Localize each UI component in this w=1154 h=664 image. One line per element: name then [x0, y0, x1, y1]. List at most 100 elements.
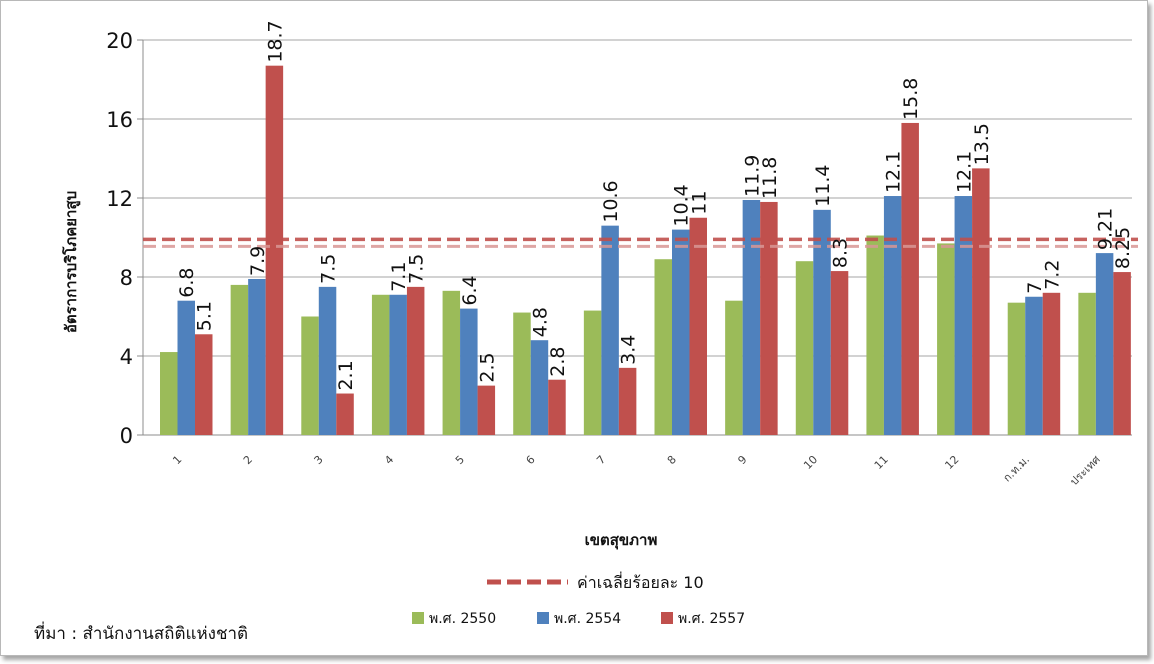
bar	[672, 229, 690, 435]
data-label: 11.4	[812, 165, 834, 207]
data-label: 2.8	[547, 346, 569, 376]
data-label: 3.4	[618, 335, 640, 365]
bar	[954, 196, 973, 435]
bar	[160, 352, 178, 435]
y-axis-ticks: 0 4 8 12 16 20	[106, 29, 133, 448]
data-label: 8.3	[830, 238, 852, 268]
bar	[460, 308, 478, 435]
bar	[406, 286, 425, 435]
x-tick-label: 12	[942, 453, 961, 472]
data-label: 11.9	[741, 155, 763, 197]
data-label: 8.25	[1112, 227, 1134, 269]
bar	[830, 271, 849, 435]
bar	[901, 122, 919, 435]
bar	[195, 334, 213, 435]
data-label: 12.1	[953, 151, 975, 193]
data-labels: 6.87.9 7.5 7.1 6.44.810.6 10.411.9 11.4 12.1 12…	[176, 20, 1134, 390]
legend-label: พ.ศ. 2554	[554, 611, 621, 627]
bar	[795, 261, 814, 435]
bar	[389, 294, 407, 435]
bar	[1007, 302, 1026, 435]
legend-swatch	[537, 612, 549, 624]
bar	[813, 209, 831, 435]
data-label: 6.8	[176, 267, 198, 297]
data-label: 9.21	[1095, 208, 1117, 250]
legend: พ.ศ. 2550 พ.ศ. 2554 พ.ศ. 2557	[412, 611, 745, 627]
x-tick-label: 2	[241, 453, 255, 467]
data-label: 10.4	[671, 184, 693, 226]
bar	[1095, 253, 1114, 435]
bar	[442, 290, 461, 435]
data-label: 7.1	[388, 262, 410, 292]
bar	[1113, 272, 1131, 435]
data-label: 15.8	[900, 78, 922, 120]
bar	[866, 235, 884, 435]
x-tick-label: 9	[735, 453, 749, 467]
data-label: 4.8	[529, 307, 551, 337]
x-tick-label: 6	[524, 453, 538, 467]
bar	[548, 379, 566, 435]
legend-swatch	[412, 612, 424, 624]
bars	[160, 65, 1131, 436]
bar	[618, 367, 637, 435]
bar	[1025, 296, 1043, 435]
data-label: 13.5	[971, 123, 993, 165]
reference-legend: ค่าเฉลี่ยร้อยละ 10	[487, 571, 704, 592]
data-label: 7.5	[318, 254, 340, 284]
bar	[742, 199, 761, 435]
bar	[371, 294, 390, 435]
data-label: 7.9	[247, 246, 269, 276]
bar	[318, 286, 337, 435]
x-tick-label: 4	[382, 453, 396, 467]
bar	[972, 168, 990, 435]
data-label: 7.2	[1041, 260, 1063, 290]
bar	[301, 316, 319, 435]
bar	[513, 312, 531, 435]
x-tick-label: ก.ท.ม.	[1001, 453, 1033, 485]
bar	[583, 310, 602, 435]
data-label: 6.4	[459, 275, 481, 305]
source-note: ที่มา : สำนักงานสถิติแห่งชาติ	[34, 624, 249, 644]
bar	[937, 243, 955, 435]
bar	[1042, 292, 1061, 435]
data-label: 5.1	[194, 301, 216, 331]
x-tick-label: 7	[594, 453, 608, 467]
bar	[336, 393, 354, 435]
bar	[1078, 292, 1096, 435]
data-label: 2.5	[476, 352, 498, 382]
x-tick-label: 10	[801, 453, 820, 472]
bar	[477, 385, 496, 435]
x-axis-ticks: 1 2 3 4 5 6 7 8 9 10 11 12 ก.ท.ม. ประเทศ	[170, 453, 1103, 488]
x-tick-label: ประเทศ	[1068, 453, 1103, 488]
y-axis-title: อัตราการบริโภคยาสูบ	[61, 191, 81, 333]
data-label: 7	[1024, 282, 1046, 294]
bar	[725, 300, 743, 435]
y-tick-label: 20	[106, 29, 133, 53]
x-tick-label: 8	[665, 453, 679, 467]
x-tick-label: 3	[312, 453, 326, 467]
bar	[760, 201, 778, 435]
legend-label: พ.ศ. 2550	[429, 611, 496, 627]
data-label: 11.8	[759, 157, 781, 199]
bar	[248, 278, 266, 435]
bar	[883, 196, 902, 435]
bar	[530, 340, 549, 435]
data-label: 2.1	[335, 360, 357, 390]
data-label: 10.6	[600, 180, 622, 222]
y-tick-label: 8	[120, 266, 133, 290]
bar	[230, 284, 249, 435]
bar	[654, 259, 672, 435]
legend-swatch	[661, 612, 673, 624]
legend-label: พ.ศ. 2557	[678, 611, 745, 627]
data-label: 12.1	[883, 151, 905, 193]
x-tick-label: 1	[170, 453, 184, 467]
data-label: 7.5	[406, 254, 428, 284]
x-tick-label: 5	[453, 453, 467, 467]
data-label: 18.7	[264, 20, 286, 62]
bar	[177, 300, 195, 435]
bar	[265, 65, 284, 436]
bar	[689, 217, 707, 435]
y-tick-label: 0	[120, 424, 133, 448]
bar	[601, 225, 619, 435]
